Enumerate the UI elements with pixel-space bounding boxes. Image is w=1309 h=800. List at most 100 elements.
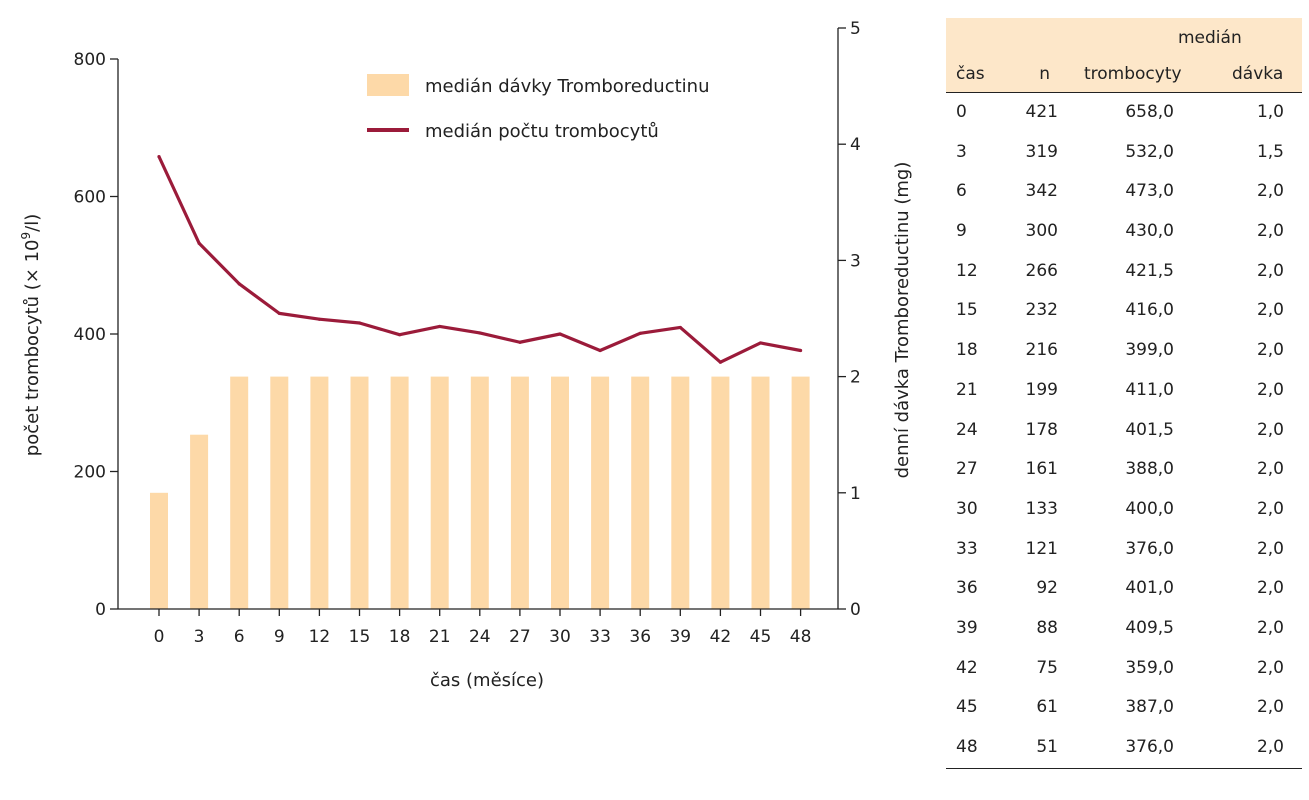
cell-davka: 2,0 [1256,181,1284,202]
table-row: 45 61 387,0 2,0 [946,688,1302,728]
y-tick-label: 400 [74,325,106,345]
cell-cas: 39 [956,617,978,638]
table-row: 6 342 473,0 2,0 [946,172,1302,212]
x-tick-label: 36 [629,627,651,647]
table-row: 27 161 388,0 2,0 [946,450,1302,490]
bar [310,376,329,609]
x-tick-label: 27 [509,627,531,647]
bar [190,434,209,609]
col-header-trombocyty: trombocyty [1084,64,1182,84]
table-row: 33 121 376,0 2,0 [946,530,1302,570]
cell-cas: 24 [956,419,978,440]
legend-swatch-line [367,128,409,132]
table-header: medián čas n trombocyty dávka [946,18,1302,93]
line-point [598,348,602,353]
x-tick-label: 33 [589,627,611,647]
cell-trombocyty: 473,0 [1125,181,1174,202]
y2-tick-label: 0 [850,600,861,620]
cell-davka: 2,0 [1256,617,1284,638]
cell-davka: 2,0 [1256,657,1284,678]
cell-trombocyty: 401,0 [1125,578,1174,599]
cell-n: 178 [1025,419,1058,440]
cell-davka: 2,0 [1256,300,1284,321]
cell-davka: 2,0 [1256,578,1284,599]
line-point [398,333,402,337]
cell-cas: 6 [956,181,967,202]
cell-n: 199 [1025,379,1058,400]
x-axis-title: čas (měsíce) [430,670,544,691]
bar [711,376,730,609]
cell-n: 300 [1025,221,1058,242]
bar-series [150,376,810,609]
line-point [237,282,241,286]
cell-cas: 0 [956,102,967,122]
line-point [758,341,763,345]
table-row: 24 178 401,5 2,0 [946,411,1302,451]
cell-trombocyty: 376,0 [1125,737,1174,757]
y2-tick-label: 3 [850,251,861,271]
cell-n: 161 [1025,459,1058,480]
y2-axis-title: denní dávka Tromboreductinu (mg) [892,162,913,479]
cell-cas: 21 [956,379,978,400]
table-row: 39 88 409,5 2,0 [946,609,1302,649]
cell-cas: 9 [956,221,967,242]
x-tick-label: 45 [750,627,772,647]
cell-n: 61 [1036,697,1058,718]
table-row: 36 92 401,0 2,0 [946,569,1302,609]
col-header-n: n [1039,64,1050,84]
table-row: 12 266 421,5 2,0 [946,252,1302,292]
x-tick-label: 39 [669,627,691,647]
bar [230,376,249,609]
cell-cas: 27 [956,459,978,480]
x-tick-label: 9 [274,627,285,647]
cell-trombocyty: 658,0 [1125,102,1174,122]
bar [390,376,409,609]
cell-trombocyty: 401,5 [1125,419,1174,440]
legend: medián dávky Tromboreductinu medián počt… [367,74,709,142]
line-point [478,331,482,335]
cell-davka: 2,0 [1256,737,1284,757]
bar [270,376,289,609]
x-tick-label: 21 [429,627,451,647]
line-point [678,325,682,330]
cell-davka: 2,0 [1256,340,1284,361]
line-path [157,155,801,364]
line-point [157,155,161,159]
cell-cas: 36 [956,578,978,599]
cell-davka: 2,0 [1256,697,1284,718]
table-row: 18 216 399,0 2,0 [946,331,1302,371]
legend-label-bar: medián dávky Tromboreductinu [425,76,709,97]
line-point [558,332,562,336]
x-tick-label: 24 [469,627,491,647]
cell-trombocyty: 416,0 [1125,300,1174,321]
legend-label-line: medián počtu trombocytů [425,121,659,142]
x-tick-label: 48 [790,627,812,647]
x-tick-label: 3 [194,627,205,647]
line-point [197,241,201,245]
cell-trombocyty: 376,0 [1125,538,1174,559]
x-tick-label: 15 [349,627,371,647]
table-row: 0 421 658,0 1,0 [946,93,1302,133]
cell-cas: 48 [956,737,978,757]
cell-n: 266 [1025,260,1058,281]
cell-trombocyty: 400,0 [1125,498,1174,519]
cell-trombocyty: 409,5 [1125,617,1174,638]
bar [350,376,369,609]
cell-n: 88 [1036,617,1058,638]
line-point [638,331,642,335]
bar [631,376,650,609]
table-row: 42 75 359,0 2,0 [946,649,1302,689]
bar [791,376,810,609]
cell-davka: 2,0 [1256,379,1284,400]
bar [430,376,449,609]
x-tick-label: 12 [309,627,331,647]
cell-n: 121 [1025,538,1058,559]
table-row: 9 300 430,0 2,0 [946,212,1302,252]
bar [671,376,690,609]
legend-swatch-bar [367,74,409,96]
cell-cas: 3 [956,141,967,162]
cell-davka: 1,5 [1256,141,1284,162]
cell-n: 342 [1025,181,1058,202]
cell-cas: 30 [956,498,978,519]
cell-davka: 1,0 [1256,102,1284,122]
